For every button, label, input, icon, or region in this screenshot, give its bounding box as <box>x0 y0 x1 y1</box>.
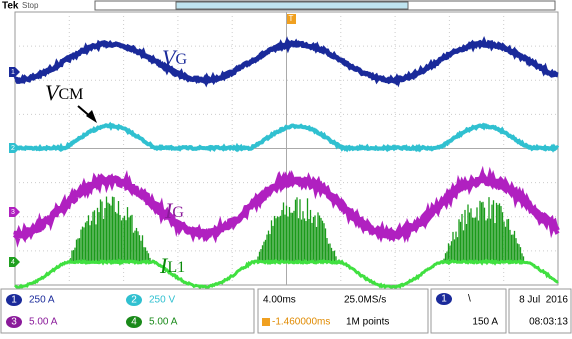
status-bar: 1 250 A 2 250 V 3 5.00 A 4 5.00 A 4.00ms 25.0MS… <box>1 289 571 333</box>
channel-marker: 3 <box>11 209 15 216</box>
label-sub: G <box>175 51 187 68</box>
record-length: 1M points <box>346 317 389 328</box>
channel-marker: 1 <box>11 69 15 76</box>
channel-scale: 250 A <box>29 295 55 306</box>
record-window <box>176 2 408 9</box>
trigger-level: 150 A <box>472 317 498 328</box>
channel-marker: 2 <box>11 145 15 152</box>
time: 08:03:13 <box>529 317 568 328</box>
timebase: 4.00ms <box>263 295 296 306</box>
run-status: Stop <box>22 1 39 10</box>
trigger-slope: \ <box>468 294 471 305</box>
sample-rate: 25.0MS/s <box>344 295 386 306</box>
date: 8 Jul 2016 <box>519 295 568 306</box>
trigger-position: -1.460000ms <box>272 317 330 328</box>
channel-scale: 5.00 A <box>149 317 178 328</box>
channel-scale: 250 V <box>149 295 175 306</box>
channel-number: 4 <box>131 317 137 328</box>
label-sub: L1 <box>167 259 185 276</box>
channel-number: 3 <box>11 317 17 328</box>
label-sub: CM <box>58 86 83 103</box>
label-sub: G <box>172 204 184 221</box>
channel-scale: 5.00 A <box>29 317 58 328</box>
trigger-icon <box>262 318 270 326</box>
channel-number: 1 <box>11 295 17 306</box>
channel-marker: 4 <box>11 259 15 266</box>
trigger-source: 1 <box>441 294 447 305</box>
oscilloscope-screen: Tek Stop T 1234 VG VCM IG IL1 1250 A2250… <box>0 0 572 334</box>
brand: Tek <box>2 1 19 12</box>
channel-number: 2 <box>131 295 137 306</box>
trigger-marker: T <box>289 14 294 23</box>
